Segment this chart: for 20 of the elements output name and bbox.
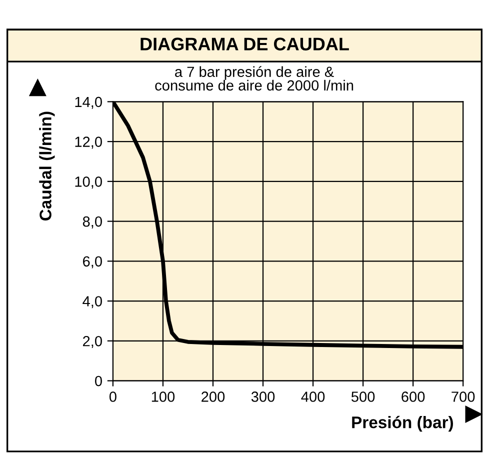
x-tick-label: 100 [152,392,175,402]
y-tick-label: 2,0 [83,336,102,348]
x-tick-label: 300 [251,392,275,402]
y-tick-label: 14,0 [75,96,102,109]
x-tick-label: 600 [402,392,425,402]
x-tick-label: 200 [202,392,225,402]
y-tick-label: 12,0 [75,136,102,149]
y-tick-label: 6,0 [83,256,102,268]
y-tick-label: 10,0 [75,176,102,189]
chart-title: DIAGRAMA DE CAUDAL [140,38,349,50]
y-axis-title: Caudal (l/min) [39,112,55,220]
y-tick-label: 8,0 [82,216,102,228]
y-tick-label: 0 [95,376,102,386]
x-tick-label: 500 [351,392,375,402]
chart-subtitle: a 7 bar presión de aire & consume de aire de 2000 l/min [155,66,354,91]
x-tick-label: 0 [109,392,116,402]
x-axis-title: Presión (bar) [352,416,453,432]
x-tick-label: 400 [301,392,325,402]
x-tick-label: 700 [452,392,475,402]
y-tick-label: 4,0 [82,296,102,308]
